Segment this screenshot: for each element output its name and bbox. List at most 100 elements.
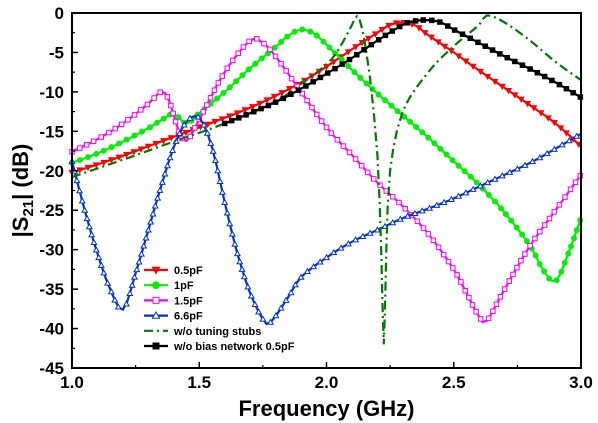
data-point (352, 236, 360, 243)
data-point (517, 96, 525, 103)
data-point (200, 109, 207, 115)
data-point (283, 68, 289, 74)
data-point (156, 186, 164, 193)
data-point (544, 115, 552, 122)
data-point (310, 78, 316, 85)
data-point (497, 293, 504, 300)
data-point (382, 32, 389, 39)
data-point (244, 283, 252, 290)
data-point (147, 218, 155, 225)
data-point (151, 202, 159, 209)
data-point (527, 242, 533, 249)
data-point (92, 246, 100, 253)
curves-layer (68, 14, 584, 345)
data-point (444, 23, 451, 29)
data-point (427, 34, 435, 41)
data-point (211, 119, 219, 126)
data-point (191, 125, 198, 131)
legend-label: 1pF (174, 280, 194, 292)
legend-item: 1pF (144, 280, 194, 292)
data-point (152, 140, 160, 148)
data-point (394, 108, 401, 115)
data-point (221, 120, 228, 127)
data-point (364, 169, 371, 176)
data-point (490, 308, 496, 314)
data-point (498, 172, 506, 179)
y-tick-label: -10 (39, 83, 64, 102)
data-point (271, 44, 278, 51)
data-point (133, 265, 141, 273)
data-point (443, 151, 450, 158)
data-point (303, 267, 311, 275)
data-point (76, 187, 84, 194)
data-point (440, 251, 447, 258)
data-point (160, 138, 168, 145)
data-point (462, 189, 470, 196)
data-point (437, 145, 444, 152)
data-point (263, 97, 271, 104)
data-point (467, 173, 474, 180)
y-tick-label: -20 (39, 162, 64, 181)
data-point (346, 149, 353, 156)
data-point (528, 157, 537, 165)
data-point (556, 81, 563, 88)
legend-item: 1.5pF (144, 295, 203, 307)
data-point (245, 66, 252, 73)
data-point (418, 207, 426, 214)
y-tick-label: -45 (39, 359, 64, 378)
data-point (462, 287, 469, 294)
data-point (85, 154, 91, 161)
data-point (316, 258, 324, 265)
data-point (340, 143, 347, 149)
data-point (233, 249, 241, 257)
data-point (77, 145, 83, 151)
data-point (107, 288, 115, 295)
data-point (366, 229, 374, 236)
data-point (570, 89, 576, 96)
data-point (303, 83, 309, 89)
data-point (265, 102, 272, 109)
data-point (85, 223, 93, 230)
data-point (157, 89, 163, 95)
data-point (404, 212, 412, 219)
data-point (484, 73, 492, 81)
data-point (266, 318, 275, 325)
data-point (421, 30, 429, 37)
data-point (389, 218, 397, 226)
data-point (326, 44, 333, 51)
data-point (558, 141, 566, 148)
data-point (330, 59, 338, 66)
y-tick-label: -25 (39, 201, 64, 220)
legend-label: w/o bias network 0.5pF (173, 341, 295, 353)
data-point (93, 150, 100, 157)
data-point (332, 65, 338, 72)
data-point (261, 40, 267, 47)
data-point (158, 178, 166, 185)
data-point (534, 69, 541, 76)
data-point (454, 272, 460, 278)
legend-item: w/o bias network 0.5pF (144, 341, 295, 353)
data-point (126, 289, 134, 297)
data-point (226, 219, 234, 227)
data-point (532, 235, 538, 242)
data-point (259, 315, 267, 322)
data-point (568, 243, 574, 250)
data-point (288, 91, 294, 98)
data-point (90, 138, 97, 145)
data-point (493, 301, 500, 308)
data-point (402, 205, 409, 212)
data-point (204, 121, 212, 128)
data-point (83, 142, 90, 148)
data-point (420, 17, 426, 23)
data-point (506, 278, 513, 284)
data-point (278, 90, 286, 97)
data-point (450, 265, 456, 271)
data-point (255, 308, 263, 315)
data-point (352, 156, 359, 162)
data-point (267, 46, 273, 53)
data-point (511, 92, 519, 99)
x-axis-title: Frequency (GHz) (238, 396, 414, 421)
data-point (502, 211, 509, 218)
data-point (235, 115, 242, 121)
